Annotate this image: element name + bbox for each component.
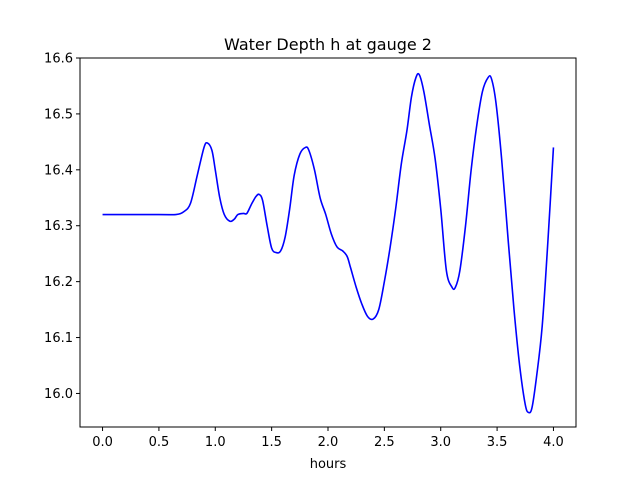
x-axis-label: hours [310,457,347,472]
chart-title: Water Depth h at gauge 2 [224,35,432,54]
y-tick-label: 16.5 [44,107,73,122]
plot-frame [79,57,577,428]
series-line-0 [102,72,555,414]
y-tick-label: 16.1 [44,331,73,346]
x-tick-label: 3.5 [487,435,508,450]
x-tick-label: 1.5 [261,435,282,450]
x-tick-label: 0.5 [149,435,170,450]
y-tick-label: 16.6 [44,52,73,67]
x-tick-label: 2.0 [318,435,339,450]
y-tick-label: 16.0 [44,387,73,402]
y-tick-label: 16.2 [44,275,73,290]
x-axis: 0.0 0.5 1.0 1.5 2.0 2.5 3.0 3.5 4.0 [92,427,564,450]
plot-area [102,72,555,414]
y-tick-label: 16.3 [44,219,73,234]
x-tick-label: 0.0 [92,435,113,450]
x-tick-label: 2.5 [374,435,395,450]
y-tick-label: 16.4 [44,163,73,178]
x-tick-label: 1.0 [205,435,226,450]
y-axis: 16.0 16.1 16.2 16.3 16.4 16.5 16.6 [44,52,80,402]
x-tick-label: 3.0 [430,435,451,450]
x-tick-label: 4.0 [543,435,564,450]
